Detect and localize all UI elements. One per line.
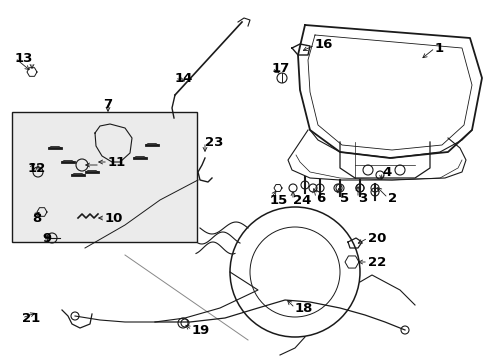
Text: 16: 16 — [314, 39, 333, 51]
Text: 15: 15 — [269, 194, 287, 207]
Bar — [12, 112, 197, 242]
Text: 20: 20 — [367, 231, 386, 244]
Text: 1: 1 — [434, 41, 443, 54]
Text: 14: 14 — [175, 72, 193, 85]
Text: 4: 4 — [381, 166, 390, 179]
Text: 8: 8 — [32, 211, 41, 225]
Text: 21: 21 — [22, 311, 40, 324]
Text: 24: 24 — [292, 194, 311, 207]
Text: 13: 13 — [15, 51, 33, 64]
Text: 5: 5 — [339, 192, 348, 204]
Text: 3: 3 — [357, 192, 366, 204]
Text: 7: 7 — [103, 99, 112, 112]
Text: 12: 12 — [28, 162, 46, 175]
Text: 23: 23 — [204, 135, 223, 148]
Text: 22: 22 — [367, 256, 386, 269]
Text: 6: 6 — [315, 192, 325, 204]
Text: 2: 2 — [387, 192, 396, 204]
Text: 17: 17 — [271, 62, 290, 75]
Text: 10: 10 — [105, 211, 123, 225]
Text: 18: 18 — [294, 302, 313, 315]
Text: 11: 11 — [108, 156, 126, 168]
Text: 19: 19 — [192, 324, 210, 337]
Text: 9: 9 — [42, 231, 51, 244]
